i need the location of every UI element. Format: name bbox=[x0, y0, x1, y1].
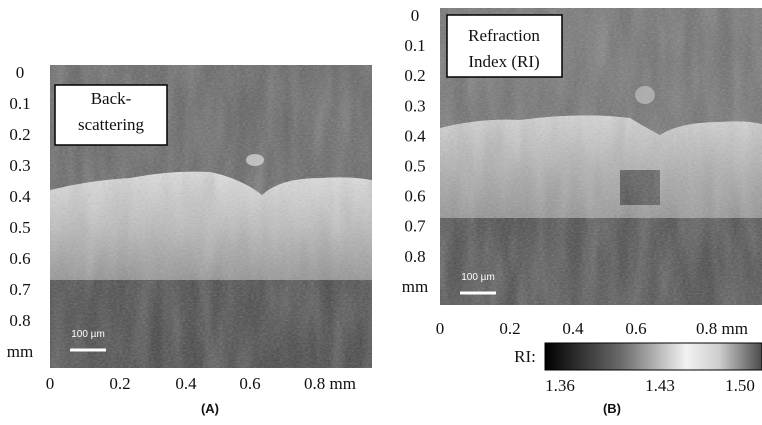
x-tick-label: 0.6 bbox=[239, 374, 260, 393]
y-tick-label: 0.7 bbox=[9, 280, 31, 299]
y-tick-label: 0.1 bbox=[9, 94, 30, 113]
x-tick-label: 0.6 bbox=[625, 319, 646, 338]
scale-bar-label: 100 µm bbox=[461, 272, 495, 283]
colorbar bbox=[544, 342, 762, 371]
x-tick-label: 0.2 bbox=[499, 319, 520, 338]
y-tick-label: 0.7 bbox=[404, 217, 426, 236]
panel-label: Index (RI) bbox=[468, 52, 539, 71]
y-tick-label: 0.2 bbox=[404, 66, 425, 85]
x-tick-label: 0.2 bbox=[109, 374, 130, 393]
scale-bar-label: 100 µm bbox=[71, 329, 105, 340]
y-tick-label: 0.6 bbox=[404, 187, 425, 206]
x-tick-label: 0 bbox=[436, 319, 445, 338]
colorbar-tick-label: 1.36 bbox=[545, 376, 575, 395]
y-tick-label: mm bbox=[7, 342, 33, 361]
y-tick-label: 0.3 bbox=[9, 156, 30, 175]
y-tick-label: 0.2 bbox=[9, 125, 30, 144]
x-tick-label: 0.4 bbox=[562, 319, 584, 338]
colorbar-label: RI: bbox=[514, 347, 536, 366]
y-tick-label: 0.3 bbox=[404, 96, 425, 115]
x-tick-label: 0 bbox=[46, 374, 55, 393]
label-box bbox=[54, 84, 168, 146]
y-tick-label: 0.8 bbox=[9, 311, 30, 330]
panel-label: scattering bbox=[78, 115, 145, 134]
caption: (A) bbox=[201, 401, 219, 416]
y-tick-label: 0.5 bbox=[404, 157, 425, 176]
x-tick-label: 0.4 bbox=[175, 374, 197, 393]
x-tick-label: 0.8 mm bbox=[696, 319, 748, 338]
caption: (B) bbox=[603, 401, 621, 416]
y-tick-label: 0.4 bbox=[9, 187, 31, 206]
label-box bbox=[446, 14, 563, 78]
x-tick-label: 0.8 mm bbox=[304, 374, 356, 393]
colorbar-tick-label: 1.50 bbox=[725, 376, 755, 395]
y-tick-label: 0.1 bbox=[404, 36, 425, 55]
refraction-image bbox=[440, 8, 762, 305]
panel-label: Refraction bbox=[468, 26, 540, 45]
colorbar-tick-label: 1.43 bbox=[645, 376, 675, 395]
y-tick-label: 0.4 bbox=[404, 126, 426, 145]
y-tick-label: 0.6 bbox=[9, 249, 30, 268]
y-tick-label: mm bbox=[402, 277, 428, 296]
y-tick-label: 0.8 bbox=[404, 247, 425, 266]
backscatter-image bbox=[50, 65, 372, 368]
y-tick-label: 0.5 bbox=[9, 218, 30, 237]
y-tick-label: 0 bbox=[411, 6, 420, 25]
y-tick-label: 0 bbox=[16, 63, 25, 82]
panel-label: Back- bbox=[91, 89, 132, 108]
